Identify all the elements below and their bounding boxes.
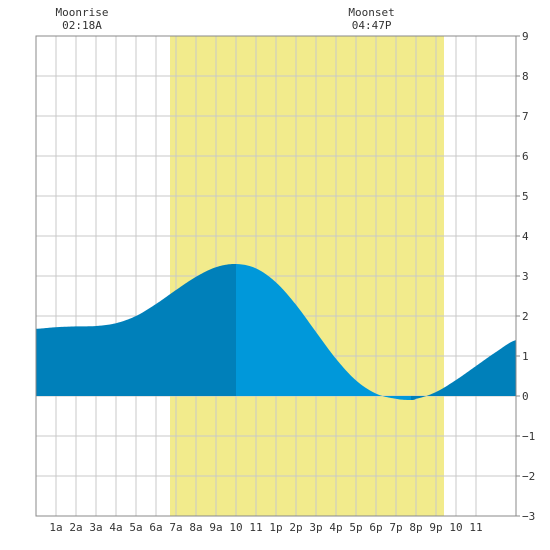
tide-area bbox=[36, 263, 516, 400]
x-tick-label: 3a bbox=[89, 521, 102, 534]
moon-event-label: Moonset bbox=[348, 6, 394, 19]
y-tick-label: 6 bbox=[522, 150, 529, 163]
x-tick-label: 11 bbox=[469, 521, 482, 534]
tide-area-rising bbox=[36, 263, 236, 396]
moon-event-time: 04:47P bbox=[352, 19, 392, 32]
x-tick-label: 4p bbox=[329, 521, 342, 534]
x-tick-label: 2a bbox=[69, 521, 82, 534]
x-tick-label: 9p bbox=[429, 521, 442, 534]
moon-event-label: Moonrise bbox=[56, 6, 109, 19]
y-tick-label: −2 bbox=[522, 470, 535, 483]
tide-area-rising bbox=[411, 340, 516, 400]
x-tick-label: 10 bbox=[449, 521, 462, 534]
x-tick-label: 10 bbox=[229, 521, 242, 534]
x-tick-label: 8p bbox=[409, 521, 422, 534]
tide-area-falling bbox=[236, 264, 411, 400]
y-tick-label: 8 bbox=[522, 70, 529, 83]
x-tick-label: 6a bbox=[149, 521, 162, 534]
x-tick-label: 5p bbox=[349, 521, 362, 534]
y-tick-label: 3 bbox=[522, 270, 529, 283]
y-tick-label: −1 bbox=[522, 430, 535, 443]
x-tick-label: 1a bbox=[49, 521, 62, 534]
moon-event-time: 02:18A bbox=[62, 19, 102, 32]
x-tick-label: 5a bbox=[129, 521, 142, 534]
x-tick-label: 7p bbox=[389, 521, 402, 534]
y-tick-label: −3 bbox=[522, 510, 535, 523]
y-tick-label: 9 bbox=[522, 30, 529, 43]
x-tick-label: 9a bbox=[209, 521, 222, 534]
x-tick-label: 3p bbox=[309, 521, 322, 534]
y-tick-label: 4 bbox=[522, 230, 529, 243]
x-tick-label: 6p bbox=[369, 521, 382, 534]
y-axis-tick-labels: 9 8 7 6 5 4 3 2 1 0 −1 −2 −3 bbox=[516, 30, 535, 523]
x-tick-label: 2p bbox=[289, 521, 302, 534]
x-tick-label: 4a bbox=[109, 521, 122, 534]
y-tick-label: 2 bbox=[522, 310, 529, 323]
y-tick-label: 0 bbox=[522, 390, 529, 403]
x-tick-label: 8a bbox=[189, 521, 202, 534]
x-tick-label: 1p bbox=[269, 521, 282, 534]
y-tick-label: 7 bbox=[522, 110, 529, 123]
y-tick-label: 5 bbox=[522, 190, 529, 203]
x-tick-label: 11 bbox=[249, 521, 262, 534]
x-axis-tick-labels: 1a 2a 3a 4a 5a 6a 7a 8a 9a 10 11 1p 2p 3p 4p 5p 6p 7p 8p 9p… bbox=[49, 521, 482, 534]
x-tick-label: 7a bbox=[169, 521, 182, 534]
y-tick-label: 1 bbox=[522, 350, 529, 363]
